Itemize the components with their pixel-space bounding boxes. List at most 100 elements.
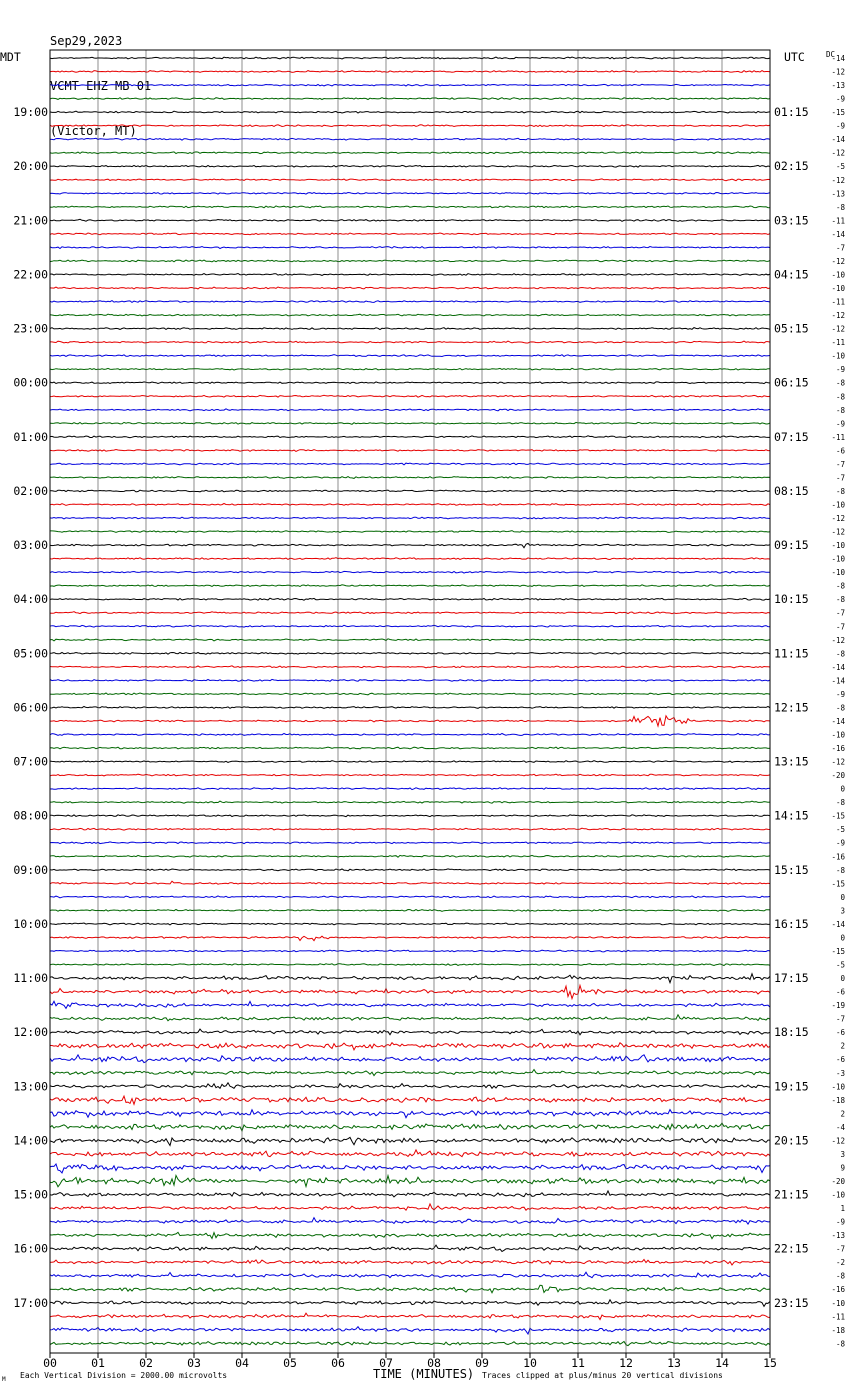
dc-offset-label: -8 (836, 392, 846, 401)
dc-offset-label: -16 (831, 1285, 845, 1294)
trace-row-94 (49, 1325, 771, 1336)
left-hour-label: 17:00 (13, 1296, 48, 1310)
right-hour-label: 07:15 (774, 430, 809, 444)
dc-offset-label: -15 (831, 879, 845, 888)
trace-row-41 (49, 611, 771, 615)
trace-row-27 (49, 421, 771, 425)
x-tick-label: 03 (187, 1356, 201, 1370)
trace-row-62 (49, 895, 771, 899)
left-hour-label: 22:00 (13, 267, 48, 281)
trace-row-26 (49, 408, 771, 412)
x-tick-label: 14 (715, 1356, 729, 1370)
dc-offset-label: 2 (840, 1109, 845, 1118)
dc-offset-label: -5 (836, 162, 845, 171)
right-hour-label: 08:15 (774, 484, 809, 498)
dc-offset-label: -9 (836, 690, 845, 699)
left-hour-label: 10:00 (13, 917, 48, 931)
trace-row-55 (50, 800, 771, 804)
trace-row-24 (49, 381, 771, 385)
trace-row-12 (49, 218, 771, 222)
dc-offset-label: 3 (840, 906, 845, 915)
trace-row-30 (49, 462, 771, 466)
trace-row-15 (49, 259, 771, 263)
trace-row-82 (49, 1162, 771, 1174)
trace-row-60 (49, 868, 771, 872)
dc-offset-label: -8 (836, 703, 846, 712)
dc-offset-label: -12 (831, 514, 845, 523)
trace-row-93 (49, 1312, 771, 1321)
trace-row-64 (49, 922, 771, 926)
trace-row-21 (50, 340, 771, 344)
trace-row-71 (49, 1013, 771, 1022)
trace-row-72 (49, 1028, 771, 1036)
dc-offset-label: -10 (831, 731, 845, 740)
trace-row-63 (49, 908, 771, 912)
right-hour-label: 11:15 (774, 646, 809, 660)
x-tick-label: 10 (523, 1356, 537, 1370)
trace-row-20 (49, 327, 771, 331)
dc-offset-label: -13 (831, 189, 845, 198)
left-hour-label: 01:00 (13, 430, 48, 444)
dc-offset-label: -14 (831, 54, 845, 63)
dc-offset-label: -13 (831, 81, 845, 90)
right-hour-label: 10:15 (774, 592, 809, 606)
right-hour-label: 12:15 (774, 700, 809, 714)
trace-row-54 (49, 787, 770, 791)
dc-offset-label: -12 (831, 176, 845, 185)
dc-offset-label: -16 (831, 744, 845, 753)
right-hour-label: 09:15 (774, 538, 809, 552)
scale-note: Each Vertical Division = 2000.00 microvo… (20, 1371, 228, 1380)
dc-offset-label: -10 (831, 284, 845, 293)
right-hour-label: 02:15 (774, 159, 809, 173)
clip-note: Traces clipped at plus/minus 20 vertical… (482, 1371, 723, 1380)
trace-row-38 (49, 570, 771, 574)
trace-row-33 (49, 502, 771, 506)
trace-row-61 (49, 880, 771, 885)
dc-offset-label: -9 (836, 365, 845, 374)
trace-row-59 (49, 854, 771, 858)
left-hour-label: 06:00 (13, 700, 48, 714)
trace-row-37 (49, 557, 771, 561)
dc-offset-label: -10 (831, 541, 845, 550)
x-tick-label: 13 (667, 1356, 681, 1370)
dc-offset-label: -10 (831, 568, 845, 577)
dc-offset-label: -12 (831, 325, 845, 334)
dc-offset-label: -7 (836, 460, 845, 469)
dc-offset-label: -4 (836, 1123, 846, 1132)
trace-row-0 (49, 56, 771, 60)
trace-row-78 (49, 1108, 771, 1119)
trace-group (49, 56, 771, 1347)
dc-offset-label: -14 (831, 920, 845, 929)
left-hour-label: 13:00 (13, 1079, 48, 1093)
dc-offset-label: -8 (836, 595, 846, 604)
right-hour-label: 13:15 (774, 755, 809, 769)
dc-offset-label: -9 (836, 419, 845, 428)
trace-row-34 (49, 516, 771, 520)
dc-offset-label: -6 (836, 446, 846, 455)
trace-row-73 (50, 1041, 771, 1052)
trace-row-88 (49, 1244, 771, 1253)
dc-offset-label: -8 (836, 379, 846, 388)
dc-offset-label: -12 (831, 68, 845, 77)
dc-offset-label: -7 (836, 1015, 845, 1024)
trace-row-36 (49, 542, 771, 549)
dc-offset-label: -8 (836, 582, 846, 591)
trace-row-16 (49, 272, 771, 277)
right-hour-label: 17:15 (774, 971, 809, 985)
trace-row-50 (49, 732, 771, 736)
left-hour-label: 00:00 (13, 376, 48, 390)
dc-offset-label: 0 (840, 933, 845, 942)
x-tick-label: 07 (379, 1356, 393, 1370)
dc-offset-label: -12 (831, 149, 845, 158)
dc-offset-label: -14 (831, 676, 845, 685)
x-tick-label: 05 (283, 1356, 297, 1370)
x-tick-label: 06 (331, 1356, 345, 1370)
left-hour-label: 08:00 (13, 809, 48, 823)
left-hour-label: 20:00 (13, 159, 48, 173)
trace-row-22 (49, 354, 771, 358)
dc-offset-label: 2 (840, 1042, 845, 1051)
trace-row-10 (49, 191, 771, 195)
x-tick-label: 01 (91, 1356, 105, 1370)
dc-offset-label: -6 (836, 988, 846, 997)
dc-offset-label: 9 (840, 1163, 845, 1172)
